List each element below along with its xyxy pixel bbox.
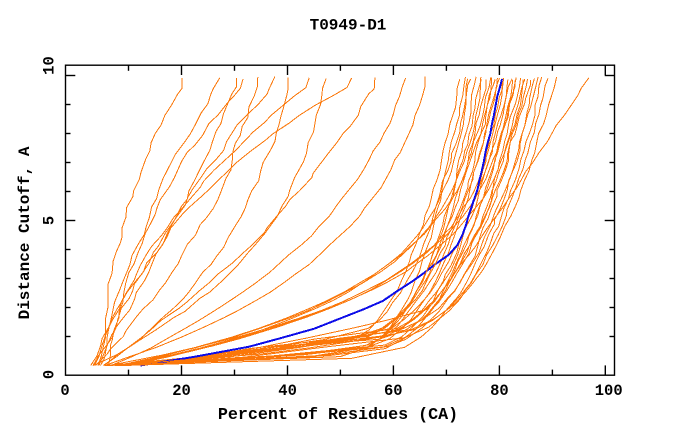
svg-text:Percent of Residues (CA): Percent of Residues (CA)	[218, 406, 458, 425]
svg-text:Distance Cutoff, A: Distance Cutoff, A	[16, 146, 34, 319]
svg-text:40: 40	[278, 382, 297, 400]
svg-text:0: 0	[60, 382, 69, 400]
svg-text:0: 0	[40, 370, 58, 379]
svg-text:60: 60	[384, 382, 403, 400]
svg-text:20: 20	[172, 382, 191, 400]
svg-text:100: 100	[595, 382, 623, 400]
svg-text:T0949-D1: T0949-D1	[310, 17, 387, 35]
svg-text:10: 10	[40, 56, 58, 75]
svg-text:5: 5	[40, 216, 58, 225]
svg-text:80: 80	[490, 382, 509, 400]
